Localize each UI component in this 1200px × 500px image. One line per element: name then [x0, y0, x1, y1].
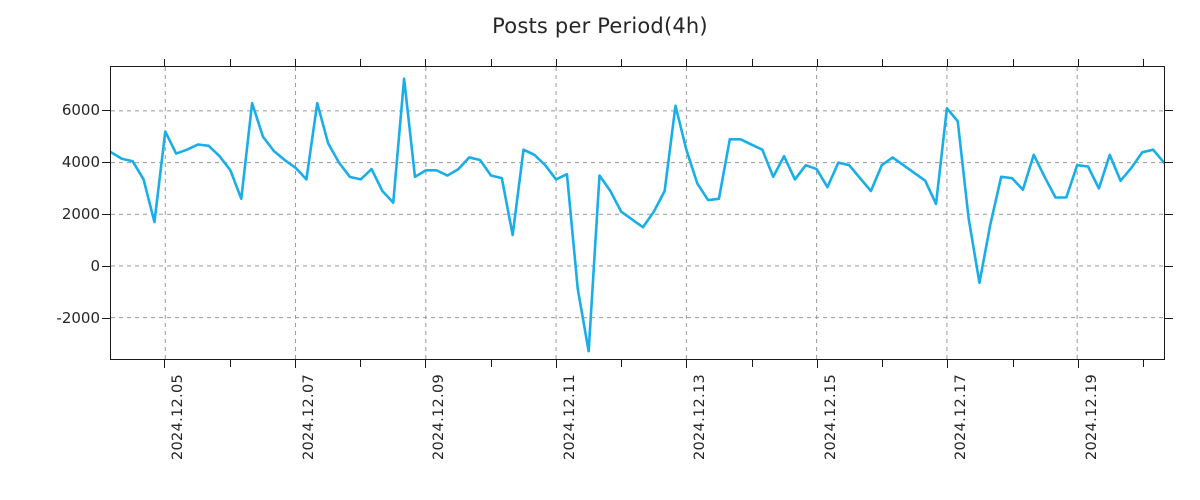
x-axis-minor-tick-mark: [229, 360, 231, 367]
x-axis-major-tick-mark: [555, 360, 557, 368]
y-axis-tick-mark-right: [1165, 318, 1173, 320]
x-axis-major-tick-mark: [686, 360, 688, 368]
y-axis-tick-mark: [102, 110, 110, 112]
x-axis-tick-label: 2024.12.07: [300, 374, 317, 461]
y-axis-tick-label: 0: [90, 257, 100, 276]
x-axis-tick-label: 2024.12.15: [822, 374, 839, 461]
x-axis-minor-tick-mark: [360, 360, 362, 367]
x-axis-tick-mark-top: [1077, 59, 1079, 66]
data-series-line: [111, 67, 1164, 359]
x-axis-tick-mark-top: [229, 59, 231, 66]
x-axis-tick-mark-top: [621, 59, 623, 66]
y-axis-tick-label: -2000: [56, 309, 100, 328]
x-axis-tick-mark-top: [490, 59, 492, 66]
x-axis-tick-mark-top: [816, 59, 818, 66]
y-axis-tick-mark: [102, 162, 110, 164]
y-axis-tick-mark-right: [1165, 110, 1173, 112]
x-axis-tick-label: 2024.12.11: [561, 374, 578, 461]
y-axis-tick-mark: [102, 266, 110, 268]
y-axis-tick-labels: -2000 0 2000 4000 6000: [0, 0, 100, 500]
x-axis-minor-tick-mark: [1143, 360, 1145, 367]
y-axis-tick-label: 6000: [61, 101, 100, 120]
x-axis-major-tick-mark: [1077, 360, 1079, 368]
x-axis-tick-mark-top: [164, 59, 166, 66]
x-axis-tick-mark-top: [882, 59, 884, 66]
x-axis-minor-tick-mark: [751, 360, 753, 367]
x-axis-minor-tick-mark: [490, 360, 492, 367]
page-title: Posts per Period(4h): [492, 14, 708, 38]
y-axis-tick-mark-right: [1165, 162, 1173, 164]
x-axis-tick-mark-top: [1012, 59, 1014, 66]
y-axis-tick-mark: [102, 318, 110, 320]
y-axis-tick-label: 2000: [61, 205, 100, 224]
x-axis-tick-label: 2024.12.19: [1083, 374, 1100, 461]
x-axis-tick-mark-top: [686, 59, 688, 66]
x-axis-tick-mark-top: [360, 59, 362, 66]
y-axis-tick-mark-right: [1165, 214, 1173, 216]
y-axis-tick-label: 4000: [61, 153, 100, 172]
x-axis-minor-tick-mark: [621, 360, 623, 367]
x-axis-tick-label: 2024.12.13: [692, 374, 709, 461]
plot-area: [110, 66, 1165, 360]
x-axis-major-tick-mark: [816, 360, 818, 368]
x-axis-tick-mark-top: [425, 59, 427, 66]
x-axis-tick-mark-top: [555, 59, 557, 66]
x-axis-tick-label: 2024.12.09: [431, 374, 448, 461]
y-axis-tick-mark-right: [1165, 266, 1173, 268]
x-axis-tick-mark-top: [1143, 59, 1145, 66]
x-axis-minor-tick-mark: [1012, 360, 1014, 367]
x-axis-tick-mark-top: [751, 59, 753, 66]
y-axis-tick-mark: [102, 214, 110, 216]
x-axis-minor-tick-mark: [882, 360, 884, 367]
x-axis-tick-label: 2024.12.17: [953, 374, 970, 461]
x-axis-major-tick-mark: [164, 360, 166, 368]
x-axis-tick-mark-top: [947, 59, 949, 66]
x-axis-major-tick-mark: [294, 360, 296, 368]
x-axis-major-tick-mark: [947, 360, 949, 368]
x-axis-tick-label: 2024.12.05: [170, 374, 187, 461]
x-axis-major-tick-mark: [425, 360, 427, 368]
x-axis-tick-mark-top: [294, 59, 296, 66]
